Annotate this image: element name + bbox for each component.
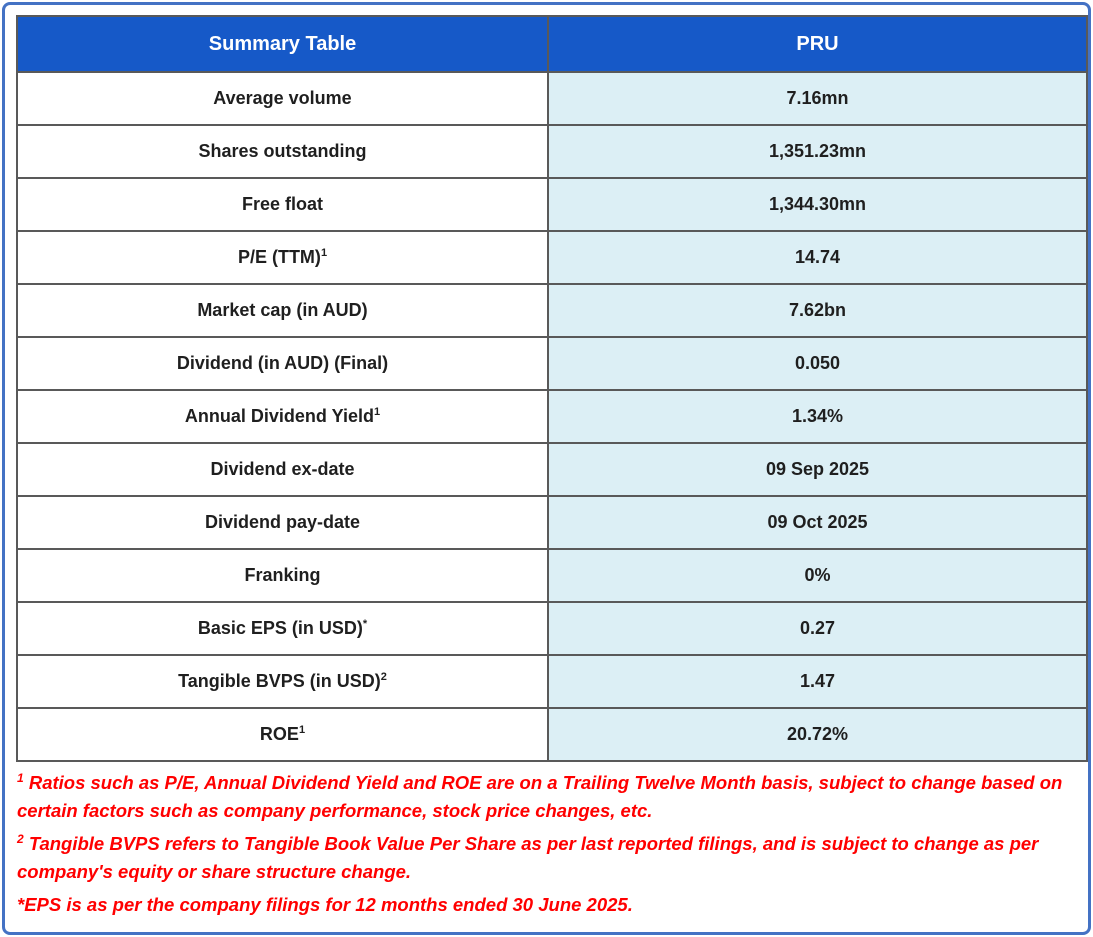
table-row: Average volume 7.16mn xyxy=(16,71,1088,126)
row-value-cell: 1.47 xyxy=(547,654,1088,709)
footnote-marker: 1 xyxy=(320,247,328,259)
header-row: Summary Table PRU xyxy=(16,15,1088,73)
footnote-marker: 1 xyxy=(17,770,24,785)
row-value-cell: 1,344.30mn xyxy=(547,177,1088,232)
summary-table-header-cell: Summary Table xyxy=(16,15,549,73)
row-value-cell: 20.72% xyxy=(547,707,1088,762)
row-label-cell: Shares outstanding xyxy=(16,124,549,179)
footnote-marker: 2 xyxy=(380,671,387,683)
table-row: ROE1 20.72% xyxy=(16,707,1088,762)
footnote-marker: * xyxy=(362,618,368,630)
row-label-cell: Franking xyxy=(16,548,549,603)
row-value-cell: 7.62bn xyxy=(547,283,1088,338)
footnote: *EPS is as per the company filings for 1… xyxy=(17,894,633,916)
row-label-cell: Dividend pay-date xyxy=(16,495,549,550)
row-label-cell: Market cap (in AUD) xyxy=(16,283,549,338)
row-value-cell: 14.74 xyxy=(547,230,1088,285)
row-value-cell: 1,351.23mn xyxy=(547,124,1088,179)
footnote-marker: 2 xyxy=(17,832,24,847)
table-row: Shares outstanding 1,351.23mn xyxy=(16,124,1088,179)
table-row: Tangible BVPS (in USD)2 1.47 xyxy=(16,654,1088,709)
table-row: Free float 1,344.30mn xyxy=(16,177,1088,232)
row-label-cell: Basic EPS (in USD)* xyxy=(16,601,549,656)
footnote-marker: 1 xyxy=(373,406,381,418)
ticker-header-cell: PRU xyxy=(547,15,1088,73)
row-label-cell: Average volume xyxy=(16,71,549,126)
table-row: Dividend (in AUD) (Final) 0.050 xyxy=(16,336,1088,391)
row-value-cell: 0.27 xyxy=(547,601,1088,656)
footnote: 2 Tangible BVPS refers to Tangible Book … xyxy=(17,832,1039,883)
row-value-cell: 0% xyxy=(547,548,1088,603)
table-row: Market cap (in AUD) 7.62bn xyxy=(16,283,1088,338)
table-row: Dividend pay-date 09 Oct 2025 xyxy=(16,495,1088,550)
table-row: Dividend ex-date 09 Sep 2025 xyxy=(16,442,1088,497)
table-row: Annual Dividend Yield1 1.34% xyxy=(16,389,1088,444)
row-label-cell: Free float xyxy=(16,177,549,232)
row-value-cell: 09 Sep 2025 xyxy=(547,442,1088,497)
row-label-cell: Annual Dividend Yield1 xyxy=(16,389,549,444)
footnote-marker: 1 xyxy=(298,724,306,736)
row-label-cell: Dividend (in AUD) (Final) xyxy=(16,336,549,391)
footnotes: 1 Ratios such as P/E, Annual Dividend Yi… xyxy=(17,769,1069,925)
row-value-cell: 0.050 xyxy=(547,336,1088,391)
row-label-cell: P/E (TTM)1 xyxy=(16,230,549,285)
table-row: P/E (TTM)1 14.74 xyxy=(16,230,1088,285)
footnote: 1 Ratios such as P/E, Annual Dividend Yi… xyxy=(17,770,1063,822)
summary-table: Summary Table PRU Average volume 7.16mn Sh… xyxy=(16,15,1088,762)
row-label-cell: ROE1 xyxy=(16,707,549,762)
table-body: Average volume 7.16mn Shares outstanding 1,… xyxy=(16,71,1088,762)
row-label-cell: Tangible BVPS (in USD)2 xyxy=(16,654,549,709)
table-row: Franking 0% xyxy=(16,548,1088,603)
row-value-cell: 09 Oct 2025 xyxy=(547,495,1088,550)
table-row: Basic EPS (in USD)* 0.27 xyxy=(16,601,1088,656)
row-value-cell: 1.34% xyxy=(547,389,1088,444)
row-value-cell: 7.16mn xyxy=(547,71,1088,126)
row-label-cell: Dividend ex-date xyxy=(16,442,549,497)
